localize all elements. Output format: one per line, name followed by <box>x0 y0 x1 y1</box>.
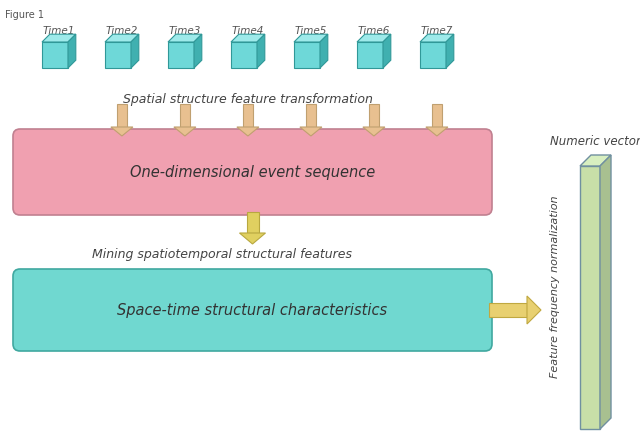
Polygon shape <box>174 127 196 136</box>
Text: Spatial structure feature transformation: Spatial structure feature transformation <box>123 93 373 106</box>
Polygon shape <box>131 34 139 68</box>
Polygon shape <box>257 34 265 68</box>
Polygon shape <box>168 34 202 42</box>
Polygon shape <box>237 127 259 136</box>
FancyBboxPatch shape <box>13 129 492 215</box>
Polygon shape <box>243 104 253 127</box>
Polygon shape <box>117 104 127 127</box>
Polygon shape <box>231 34 265 42</box>
Polygon shape <box>527 296 541 324</box>
Polygon shape <box>369 104 379 127</box>
Polygon shape <box>320 34 328 68</box>
Polygon shape <box>194 34 202 68</box>
Text: One-dimensional event sequence: One-dimensional event sequence <box>130 165 375 180</box>
Polygon shape <box>580 155 611 166</box>
Polygon shape <box>420 34 454 42</box>
Text: Time6: Time6 <box>358 26 390 36</box>
Text: Figure 1: Figure 1 <box>5 10 44 20</box>
Polygon shape <box>105 42 131 68</box>
Text: Time2: Time2 <box>106 26 138 36</box>
Polygon shape <box>180 104 190 127</box>
Polygon shape <box>489 303 527 317</box>
Polygon shape <box>294 34 328 42</box>
Polygon shape <box>300 127 322 136</box>
Polygon shape <box>420 42 446 68</box>
Polygon shape <box>105 34 139 42</box>
Polygon shape <box>42 34 76 42</box>
Polygon shape <box>580 166 600 429</box>
Polygon shape <box>383 34 391 68</box>
Text: Time4: Time4 <box>232 26 264 36</box>
Polygon shape <box>42 42 68 68</box>
Polygon shape <box>246 212 259 233</box>
Polygon shape <box>231 42 257 68</box>
Text: Time3: Time3 <box>169 26 201 36</box>
Polygon shape <box>426 127 448 136</box>
Text: Space-time structural characteristics: Space-time structural characteristics <box>117 302 388 318</box>
Polygon shape <box>306 104 316 127</box>
Polygon shape <box>357 42 383 68</box>
Text: Time5: Time5 <box>294 26 327 36</box>
Polygon shape <box>239 233 266 244</box>
Polygon shape <box>168 42 194 68</box>
Polygon shape <box>432 104 442 127</box>
Polygon shape <box>68 34 76 68</box>
Polygon shape <box>446 34 454 68</box>
Text: Feature frequency normalization: Feature frequency normalization <box>550 195 560 378</box>
Polygon shape <box>600 155 611 429</box>
FancyBboxPatch shape <box>13 269 492 351</box>
Text: Time1: Time1 <box>43 26 75 36</box>
Text: Numeric vector: Numeric vector <box>550 135 640 148</box>
Polygon shape <box>294 42 320 68</box>
Text: Time7: Time7 <box>420 26 453 36</box>
Polygon shape <box>111 127 133 136</box>
Polygon shape <box>357 34 391 42</box>
Text: Mining spatiotemporal structural features: Mining spatiotemporal structural feature… <box>93 248 353 261</box>
Polygon shape <box>363 127 385 136</box>
